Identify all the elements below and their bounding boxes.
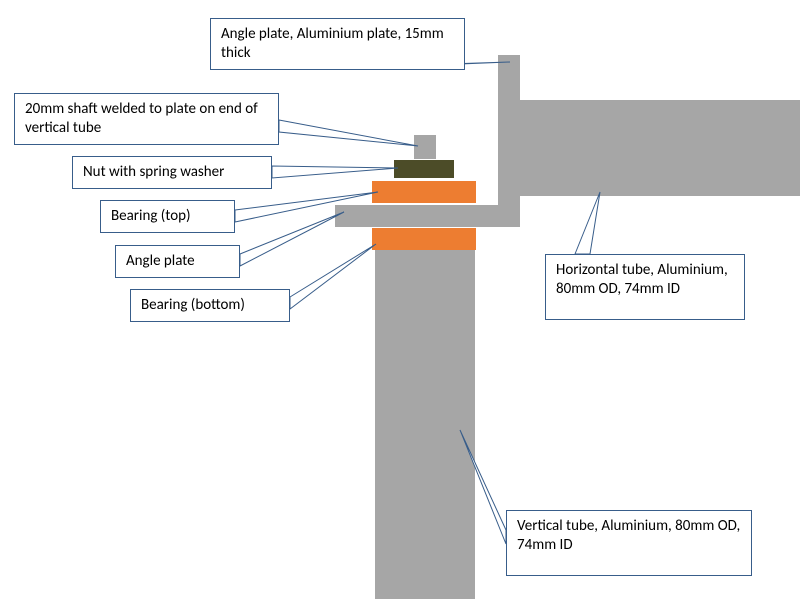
diagram-stage: Angle plate, Aluminium plate, 15mm thick…: [0, 0, 800, 599]
callout-angle-plate: Angle plate: [115, 245, 240, 278]
part-angle-plate-vertical: [498, 55, 520, 227]
part-bearing-top: [372, 181, 476, 203]
part-vertical-tube: [375, 245, 475, 599]
callout-shaft-welded: 20mm shaft welded to plate on end of ver…: [14, 93, 279, 145]
callout-bearing-bottom: Bearing (bottom): [130, 289, 290, 322]
part-angle-plate-horizontal: [335, 205, 510, 227]
part-horizontal-tube: [520, 100, 800, 196]
callout-bearing-top: Bearing (top): [100, 200, 235, 233]
callout-vertical-tube: Vertical tube, Aluminium, 80mm OD, 74mm …: [506, 510, 752, 576]
callout-nut-spring-washer: Nut with spring washer: [72, 156, 272, 189]
callout-angle-plate-description: Angle plate, Aluminium plate, 15mm thick: [210, 18, 465, 70]
callout-horizontal-tube: Horizontal tube, Aluminium, 80mm OD, 74m…: [545, 254, 745, 320]
part-nut-spring-washer: [394, 160, 454, 178]
part-shaft: [414, 135, 436, 159]
part-bearing-bottom: [372, 228, 476, 250]
